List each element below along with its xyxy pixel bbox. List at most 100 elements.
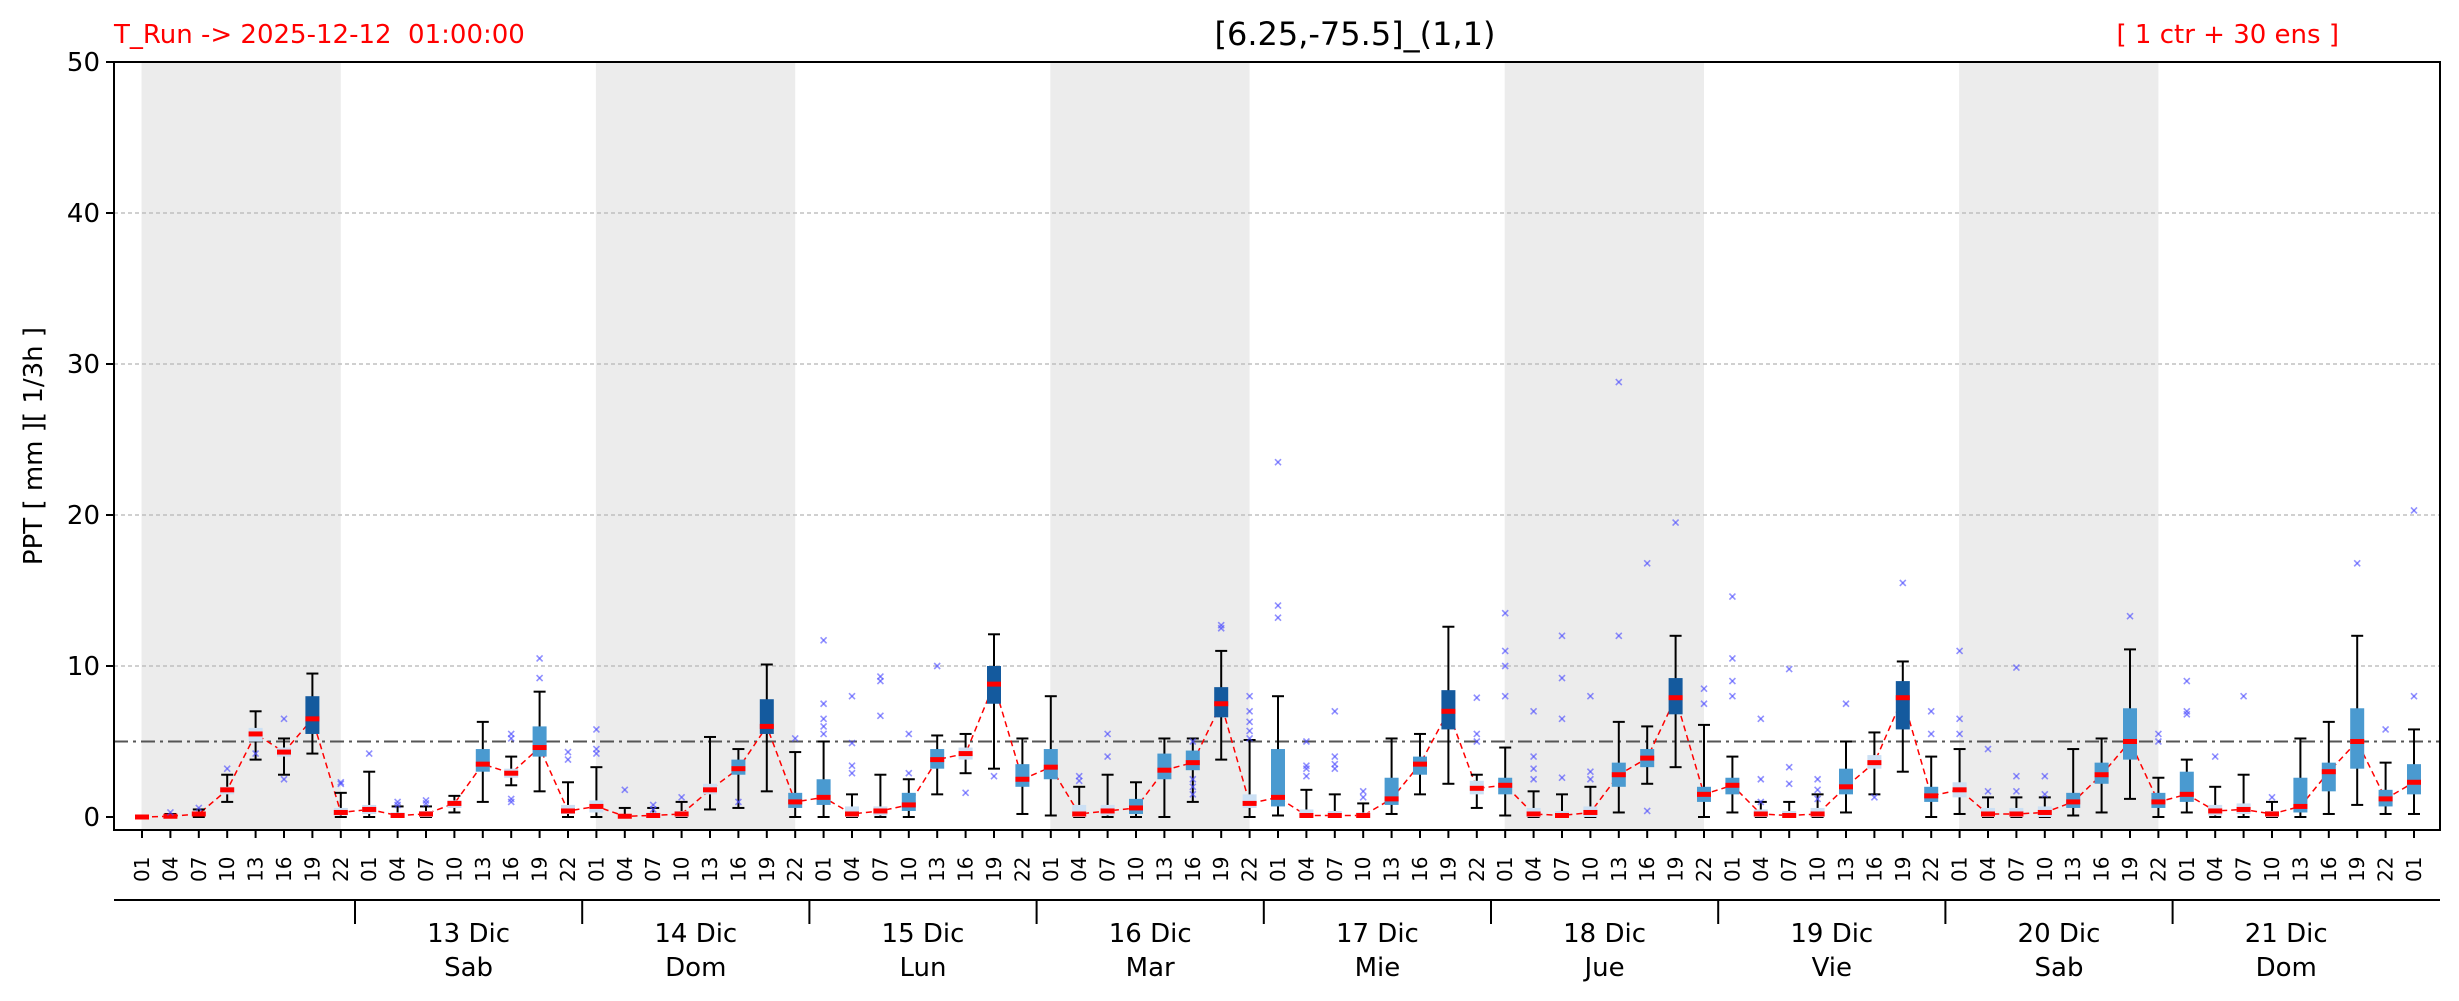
- day-date-label: 15 Dic: [882, 919, 965, 949]
- median-mark: [2208, 808, 2223, 814]
- outlier-point: [1700, 700, 1708, 708]
- x-hour-label: 22: [2374, 857, 2398, 882]
- box-14-Dic-16: [731, 748, 746, 809]
- iqr-box: [2179, 771, 2194, 802]
- median-mark: [2321, 769, 2336, 775]
- outlier-point: [876, 677, 884, 685]
- outlier-point: [1189, 790, 1197, 798]
- outlier-point: [1104, 753, 1112, 761]
- x-hour-label: 13: [244, 857, 268, 882]
- outlier-point: [2012, 663, 2020, 672]
- median-mark: [1867, 760, 1882, 766]
- outlier-stroke: [1246, 718, 1254, 726]
- outlier-point: [1956, 730, 1964, 738]
- y-axis-label: PPT [ mm ][ 1/3h ]: [19, 327, 49, 565]
- header-run-label: T_Run -> 2025-12-12 01:00:00: [114, 20, 525, 50]
- outlier-stroke: [1984, 787, 1992, 795]
- box-12-Dic-04: [163, 808, 178, 819]
- x-hour-label: 22: [1238, 857, 1262, 882]
- x-hour-label: 19: [2345, 857, 2369, 882]
- outlier-stroke: [166, 808, 174, 817]
- outlier-point: [365, 750, 373, 758]
- median-mark: [1100, 808, 1115, 814]
- y-tick-label: 50: [67, 48, 100, 78]
- x-hour-label: 10: [2033, 857, 2057, 882]
- iqr-box: [901, 792, 916, 811]
- box-20-Dic-01: [1952, 647, 1967, 815]
- outlier-stroke: [1785, 763, 1793, 771]
- x-hour-label: 22: [2146, 857, 2170, 882]
- box-15-Dic-07: [873, 673, 888, 818]
- median-mark: [1015, 776, 1030, 782]
- outlier-stroke: [820, 715, 828, 723]
- outlier-stroke: [1246, 707, 1254, 715]
- median-mark: [1697, 791, 1711, 797]
- day-weekday-label: Jue: [1583, 953, 1625, 983]
- box-19-Dic-07: [1782, 665, 1797, 818]
- outlier-stroke: [848, 762, 856, 770]
- outlier-stroke: [2382, 725, 2390, 733]
- outlier-stroke: [1586, 768, 1594, 776]
- outlier-stroke: [990, 772, 998, 780]
- outlier-stroke: [1530, 707, 1538, 715]
- outlier-point: [2211, 753, 2219, 761]
- outlier-stroke: [820, 636, 828, 644]
- night-band: [1504, 62, 1704, 830]
- outlier-point: [1558, 715, 1566, 723]
- box-13-Dic-10: [447, 794, 462, 814]
- outlier-point: [1246, 692, 1254, 700]
- iqr-box: [1043, 749, 1058, 780]
- x-hour-label: 07: [1550, 857, 1574, 882]
- median-mark: [1441, 708, 1456, 714]
- outlier-stroke: [1757, 775, 1765, 783]
- day-weekday-label: Dom: [2256, 953, 2317, 983]
- x-hour-label: 07: [1777, 857, 1801, 882]
- outlier-stroke: [1104, 753, 1112, 761]
- outlier-point: [507, 798, 515, 806]
- outlier-point: [1586, 775, 1594, 783]
- outlier-stroke: [1359, 793, 1367, 801]
- box-18-Dic-07: [1555, 632, 1569, 818]
- outlier-stroke: [1104, 730, 1112, 738]
- box-18-Dic-04: [1526, 707, 1541, 818]
- x-hour-label: 04: [2203, 857, 2227, 882]
- outlier-point: [2183, 710, 2191, 718]
- median-mark: [1810, 811, 1825, 817]
- outlier-point: [337, 778, 345, 786]
- outlier-point: [1700, 685, 1708, 693]
- median-mark: [220, 787, 235, 793]
- box-21-Dic-04: [2208, 753, 2223, 818]
- outlier-point: [280, 715, 288, 723]
- median-mark: [1555, 812, 1569, 818]
- iqr-box: [305, 696, 320, 734]
- outlier-stroke: [1700, 700, 1708, 708]
- outlier-stroke: [1189, 737, 1197, 746]
- box-14-Dic-10: [674, 793, 689, 818]
- x-hour-label: 10: [2260, 857, 2284, 882]
- x-hour-label: 01: [130, 857, 154, 882]
- outlier-point: [1530, 765, 1538, 773]
- x-hour-label: 19: [528, 857, 552, 882]
- outlier-stroke: [678, 793, 686, 801]
- outlier-point: [1501, 647, 1509, 655]
- box-19-Dic-04: [1753, 715, 1768, 818]
- median-mark: [248, 731, 263, 737]
- iqr-box: [2407, 764, 2421, 795]
- outlier-point: [820, 722, 828, 730]
- outlier-point: [1558, 632, 1566, 640]
- outlier-stroke: [905, 769, 913, 777]
- outlier-point: [1302, 737, 1310, 746]
- outlier-point: [905, 730, 913, 738]
- x-hour-label: 01: [1720, 857, 1744, 882]
- y-tick-label: 30: [67, 350, 100, 380]
- outlier-point: [1558, 774, 1566, 782]
- outlier-stroke: [1956, 647, 1964, 655]
- iqr-box: [1839, 768, 1853, 795]
- outlier-point: [1246, 727, 1254, 735]
- outlier-stroke: [2012, 772, 2020, 780]
- box-12-Dic-13: [248, 710, 263, 761]
- outlier-stroke: [2183, 710, 2191, 718]
- median-mark: [1952, 787, 1967, 793]
- outlier-point: [2154, 737, 2162, 746]
- outlier-stroke: [337, 778, 345, 786]
